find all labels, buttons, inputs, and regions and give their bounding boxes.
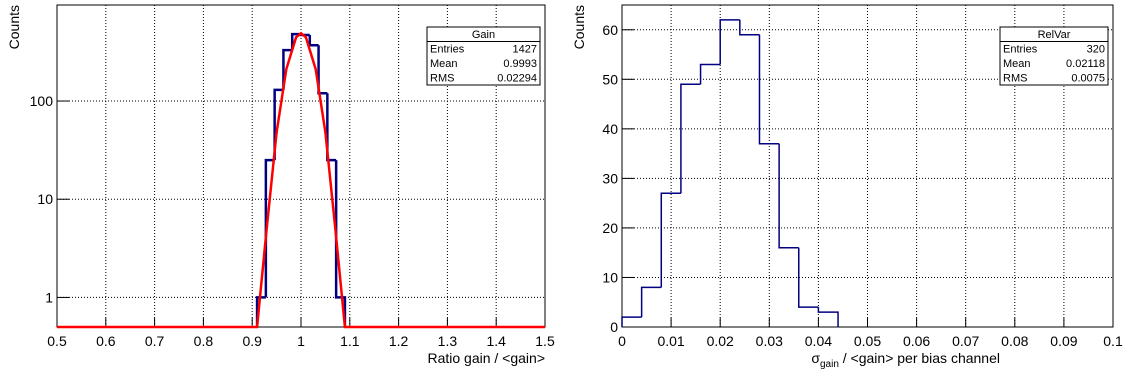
stats-value: 320 bbox=[1087, 44, 1105, 56]
x-tick-label: 0 bbox=[618, 333, 626, 349]
x-tick-label: 1.2 bbox=[389, 333, 409, 349]
y-tick-label: 1 bbox=[45, 289, 53, 305]
stats-value: 0.9993 bbox=[503, 58, 537, 70]
x-tick-label: 0.04 bbox=[805, 333, 832, 349]
histogram-bin bbox=[308, 35, 319, 47]
x-tick-label: 0.8 bbox=[194, 333, 214, 349]
x-axis-label: σgain / <gain> per bias channel bbox=[811, 350, 1000, 370]
y-tick-label: 0 bbox=[610, 319, 618, 335]
x-axis-label-symbol: σ bbox=[811, 350, 820, 366]
y-tick-label: 10 bbox=[602, 269, 618, 285]
stats-key: RMS bbox=[1003, 73, 1027, 85]
x-tick-label: 0.02 bbox=[707, 333, 734, 349]
stats-value: 0.0075 bbox=[1071, 73, 1105, 85]
y-tick-label: 30 bbox=[602, 170, 618, 186]
histogram-bin bbox=[778, 143, 799, 249]
histogram-bin bbox=[273, 88, 284, 161]
stats-title: Gain bbox=[472, 29, 495, 41]
histogram-bin bbox=[660, 192, 681, 288]
histogram-bin bbox=[282, 48, 293, 90]
y-tick-label: 60 bbox=[602, 22, 618, 38]
fit-curve bbox=[57, 31, 545, 329]
histogram-bin bbox=[699, 63, 721, 85]
x-tick-label: 0.9 bbox=[242, 333, 262, 349]
y-axis-label: Counts bbox=[6, 5, 22, 49]
y-tick-label: 40 bbox=[602, 121, 618, 137]
x-tick-label: 0.6 bbox=[96, 333, 116, 349]
x-tick-label: 0.08 bbox=[1001, 333, 1028, 349]
stats-value: 0.02294 bbox=[497, 73, 537, 85]
stats-key: Mean bbox=[430, 58, 458, 70]
histogram-bin bbox=[739, 19, 760, 36]
stats-value: 1427 bbox=[513, 44, 537, 56]
x-axis-label: Ratio gain / <gain> bbox=[427, 350, 545, 366]
y-tick-label: 20 bbox=[602, 220, 618, 236]
histogram-bin bbox=[719, 19, 740, 65]
y-tick-label: 100 bbox=[30, 93, 54, 109]
x-tick-label: 0.01 bbox=[657, 333, 684, 349]
x-tick-label: 0.03 bbox=[756, 333, 783, 349]
stats-box bbox=[999, 26, 1109, 86]
x-tick-label: 1 bbox=[297, 333, 305, 349]
histogram-bin bbox=[640, 286, 662, 318]
histogram-bin bbox=[758, 34, 780, 145]
histogram-bin bbox=[817, 307, 839, 327]
x-tick-label: 0.05 bbox=[854, 333, 881, 349]
x-tick-label: 0.5 bbox=[47, 333, 67, 349]
x-tick-label: 0.7 bbox=[145, 333, 165, 349]
x-tick-label: 1.4 bbox=[486, 333, 506, 349]
x-tick-label: 0.09 bbox=[1050, 333, 1077, 349]
y-tick-label: 10 bbox=[37, 191, 53, 207]
stats-key: Mean bbox=[1003, 58, 1031, 70]
panel: 0 0.01 0.02 0.03 0.04 0.05 0.06 0.07 0.08 0.09 0.1… bbox=[571, 4, 1123, 370]
histogram-bin bbox=[264, 158, 275, 298]
x-tick-label: 1.5 bbox=[535, 333, 555, 349]
stats-title: RelVar bbox=[1038, 29, 1071, 41]
x-axis-label-sub: gain bbox=[820, 359, 839, 370]
x-tick-label: 0.06 bbox=[903, 333, 930, 349]
histogram-bin bbox=[680, 83, 701, 194]
histogram-bin bbox=[798, 247, 819, 308]
x-tick-label: 0.07 bbox=[952, 333, 979, 349]
y-tick-label: 50 bbox=[602, 71, 618, 87]
stats-box bbox=[426, 26, 541, 86]
stats-key: Entries bbox=[1003, 44, 1038, 56]
x-axis-label-rest: / <gain> per bias channel bbox=[839, 350, 1000, 366]
x-tick-label: 0.1 bbox=[1103, 333, 1123, 349]
x-tick-label: 1.1 bbox=[340, 333, 360, 349]
y-axis-label: Counts bbox=[571, 5, 587, 49]
histogram-bin bbox=[621, 316, 642, 327]
x-tick-label: 1.3 bbox=[438, 333, 458, 349]
stats-value: 0.02118 bbox=[1066, 58, 1105, 70]
stats-key: RMS bbox=[430, 73, 454, 85]
panel: 0.5 0.6 0.7 0.8 0.9 1 1.1 1.2 1.3 1.4 1.5 1 10 100 Cou… bbox=[6, 4, 555, 366]
stats-key: Entries bbox=[430, 44, 465, 56]
